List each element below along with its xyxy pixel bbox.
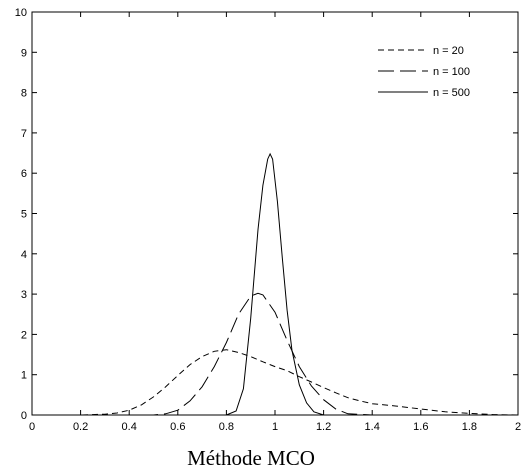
x-tick-label: 2 <box>515 421 521 433</box>
legend-label: n = 100 <box>433 66 470 78</box>
y-tick-label: 2 <box>21 329 27 341</box>
y-tick-label: 10 <box>15 7 27 19</box>
x-tick-label: 0 <box>29 421 35 433</box>
y-tick-label: 9 <box>21 47 27 59</box>
x-tick-label: 0.4 <box>122 421 137 433</box>
y-tick-label: 3 <box>21 289 27 301</box>
y-tick-label: 4 <box>21 249 27 261</box>
legend-label: n = 500 <box>433 87 470 99</box>
y-tick-label: 8 <box>21 88 27 100</box>
y-tick-label: 6 <box>21 168 27 180</box>
y-tick-label: 1 <box>21 370 27 382</box>
x-tick-label: 0.6 <box>170 421 185 433</box>
y-tick-label: 5 <box>21 209 27 221</box>
series-line <box>32 152 518 416</box>
x-tick-label: 1.4 <box>365 421 380 433</box>
series-line <box>32 349 519 416</box>
series-line <box>32 292 518 416</box>
x-tick-label: 1.8 <box>462 421 477 433</box>
x-tick-label: 0.2 <box>73 421 88 433</box>
y-tick-label: 7 <box>21 128 27 140</box>
series-group <box>32 152 519 416</box>
x-tick-label: 0.8 <box>219 421 234 433</box>
x-tick-label: 1.6 <box>413 421 428 433</box>
legend-label: n = 20 <box>433 45 464 57</box>
x-axis-label: Méthode MCO <box>187 446 315 470</box>
legend: n = 20 n = 100 n = 500 <box>370 39 505 107</box>
axis-ticks: 0 0.2 0.4 0.6 0.8 1 1.2 1.4 1.6 1.8 2 0 1 2 3 4 5 6 7 8 9 10 <box>15 7 521 433</box>
x-tick-label: 1.2 <box>316 421 331 433</box>
y-tick-label: 0 <box>21 410 27 422</box>
x-tick-label: 1 <box>272 421 278 433</box>
